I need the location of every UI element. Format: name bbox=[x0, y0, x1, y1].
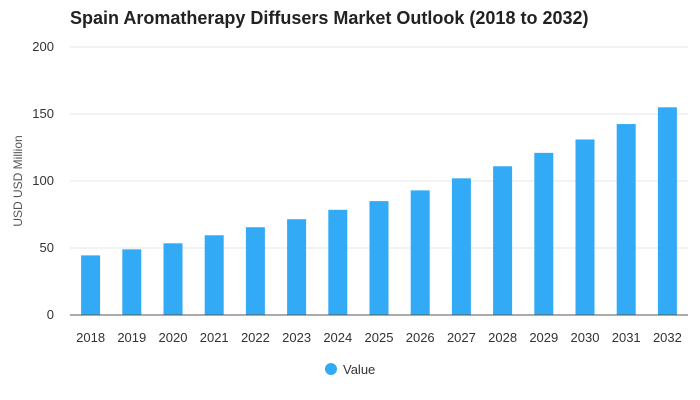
x-axis-ticks: 2018 2019 2020 2021 2022 2023 2024 2025 2026 2027… bbox=[76, 330, 682, 345]
bar-2027 bbox=[451, 178, 471, 315]
bar-2026 bbox=[410, 190, 430, 315]
x-tick-label: 2025 bbox=[365, 330, 394, 345]
x-tick-label: 2022 bbox=[241, 330, 270, 345]
y-tick-label: 150 bbox=[32, 106, 54, 121]
bar-2025 bbox=[369, 201, 389, 315]
y-axis-ticks: 0 50 100 150 200 bbox=[32, 39, 54, 322]
x-tick-label: 2030 bbox=[571, 330, 600, 345]
x-tick-label: 2023 bbox=[282, 330, 311, 345]
bar-2024 bbox=[328, 209, 348, 315]
x-tick-label: 2024 bbox=[323, 330, 352, 345]
bar-2030 bbox=[575, 139, 595, 315]
x-tick-label: 2020 bbox=[159, 330, 188, 345]
bar-2023 bbox=[287, 219, 307, 315]
x-tick-label: 2032 bbox=[653, 330, 682, 345]
y-axis-label: USD USD Million bbox=[11, 135, 25, 226]
x-tick-label: 2028 bbox=[488, 330, 517, 345]
bar-2028 bbox=[493, 166, 513, 315]
bar-2021 bbox=[204, 235, 224, 315]
y-tick-label: 200 bbox=[32, 39, 54, 54]
y-tick-label: 100 bbox=[32, 173, 54, 188]
x-tick-label: 2026 bbox=[406, 330, 435, 345]
bar-2019 bbox=[122, 249, 142, 315]
x-tick-label: 2021 bbox=[200, 330, 229, 345]
legend-swatch-value bbox=[325, 363, 337, 375]
bar-2018 bbox=[81, 255, 101, 315]
bars bbox=[81, 107, 677, 315]
x-tick-label: 2018 bbox=[76, 330, 105, 345]
chart-title: Spain Aromatherapy Diffusers Market Outl… bbox=[70, 8, 589, 28]
bar-2022 bbox=[245, 227, 265, 315]
bar-2029 bbox=[534, 152, 554, 315]
y-tick-label: 50 bbox=[40, 240, 54, 255]
bar-2020 bbox=[163, 243, 183, 315]
x-tick-label: 2019 bbox=[117, 330, 146, 345]
x-tick-label: 2031 bbox=[612, 330, 641, 345]
bar-2032 bbox=[657, 107, 677, 315]
y-tick-label: 0 bbox=[47, 307, 54, 322]
bar-2031 bbox=[616, 124, 636, 315]
legend: Value bbox=[325, 362, 375, 377]
x-tick-label: 2027 bbox=[447, 330, 476, 345]
legend-label-value: Value bbox=[343, 362, 375, 377]
x-tick-label: 2029 bbox=[529, 330, 558, 345]
